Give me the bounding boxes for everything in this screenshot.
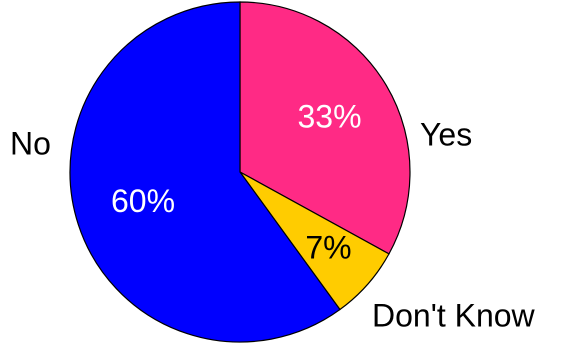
slice-category-label-don-t-know: Don't Know [372, 297, 536, 333]
slice-category-labels: Yes Don't Know No [10, 116, 536, 333]
slice-value-labels: 33% 7% 60% [111, 99, 362, 266]
slice-value-label-no: 60% [111, 183, 175, 219]
pie-slice-yes [239, 1, 411, 255]
slice-category-label-yes: Yes [420, 116, 472, 152]
pie-slices [69, 1, 411, 343]
pie-slice-no [69, 1, 341, 343]
slice-category-label-no: No [10, 125, 51, 161]
slice-value-label-don-t-know: 7% [305, 229, 351, 265]
slice-value-label-yes: 33% [297, 99, 361, 135]
